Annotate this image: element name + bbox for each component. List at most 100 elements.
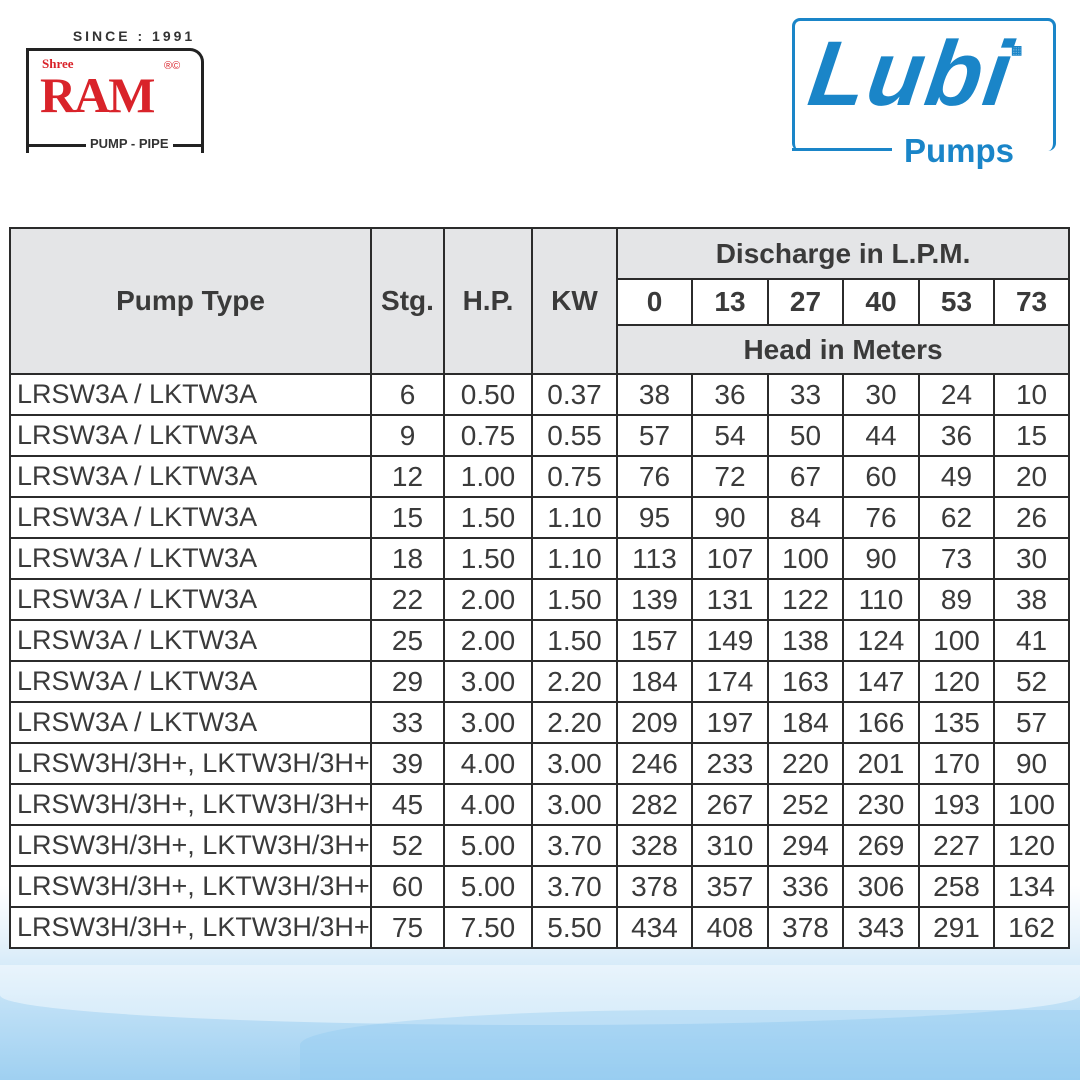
cell-pump-type: LRSW3A / LKTW3A	[9, 578, 372, 621]
cell-pump-type: LRSW3A / LKTW3A	[9, 455, 372, 498]
cell-stages: 45	[370, 783, 445, 826]
cell-head-53: 49	[918, 455, 995, 498]
cell-pump-type: LRSW3A / LKTW3A	[9, 660, 372, 703]
cell-head-0: 113	[616, 537, 693, 580]
cell-pump-type: LRSW3H/3H+, LKTW3H/3H+	[9, 865, 372, 908]
cell-head-73: 30	[992, 537, 1071, 580]
cell-head-0: 209	[616, 701, 693, 744]
cell-head-53: 62	[918, 496, 995, 539]
cell-head-40: 110	[842, 578, 920, 621]
cell-head-53: 89	[918, 578, 995, 621]
cell-pump-type: LRSW3H/3H+, LKTW3H/3H+	[9, 906, 372, 949]
cell-stages: 15	[370, 496, 445, 539]
header-lpm-27: 27	[767, 278, 844, 326]
table-row: LRSW3A / LKTW3A 15 1.50 1.10 95 90 84 76 62 26	[9, 496, 1071, 539]
ram-wordmark: RAM	[40, 67, 155, 123]
header-discharge: Discharge in L.P.M.	[615, 227, 1071, 280]
header-lpm-13: 13	[691, 278, 769, 326]
logo-frame	[792, 18, 1056, 151]
cell-stages: 25	[370, 619, 445, 662]
cell-head-40: 44	[842, 414, 920, 457]
table-row: LRSW3A / LKTW3A 29 3.00 2.20 184 174 163 147 120…	[9, 660, 1071, 703]
table-row: LRSW3H/3H+, LKTW3H/3H+ 60 5.00 3.70 378 357 33…	[9, 865, 1071, 908]
cell-head-53: 291	[918, 906, 995, 949]
cell-head-53: 170	[918, 742, 995, 785]
header-lpm-73: 73	[992, 278, 1071, 326]
table-row: LRSW3A / LKTW3A 12 1.00 0.75 76 72 67 60 49 20	[9, 455, 1071, 498]
cell-head-40: 230	[842, 783, 920, 826]
shree-text: Shree	[42, 56, 74, 71]
cell-head-27: 220	[767, 742, 844, 785]
cell-hp: 5.00	[443, 865, 533, 908]
cell-head-53: 24	[918, 373, 995, 416]
cell-head-73: 120	[992, 824, 1071, 867]
cell-stages: 6	[370, 373, 445, 416]
cell-head-13: 72	[691, 455, 769, 498]
cell-head-13: 131	[691, 578, 769, 621]
cell-hp: 1.00	[443, 455, 533, 498]
cell-kw: 1.10	[531, 496, 618, 539]
cell-kw: 2.20	[531, 701, 618, 744]
cell-hp: 5.00	[443, 824, 533, 867]
cell-head-73: 162	[992, 906, 1071, 949]
cell-head-13: 408	[691, 906, 769, 949]
cell-head-73: 41	[992, 619, 1071, 662]
cell-kw: 2.20	[531, 660, 618, 703]
table-row: LRSW3A / LKTW3A 33 3.00 2.20 209 197 184 166 135…	[9, 701, 1071, 744]
table-row: LRSW3H/3H+, LKTW3H/3H+ 45 4.00 3.00 282 267 25…	[9, 783, 1071, 826]
cell-head-40: 147	[842, 660, 920, 703]
cell-head-40: 90	[842, 537, 920, 580]
cell-head-40: 306	[842, 865, 920, 908]
cell-head-27: 67	[767, 455, 844, 498]
cell-head-27: 378	[767, 906, 844, 949]
cell-pump-type: LRSW3A / LKTW3A	[9, 496, 372, 539]
background-wave	[0, 965, 1080, 1025]
cell-hp: 3.00	[443, 660, 533, 703]
cell-head-0: 378	[616, 865, 693, 908]
cell-kw: 5.50	[531, 906, 618, 949]
cell-head-13: 36	[691, 373, 769, 416]
cell-head-0: 328	[616, 824, 693, 867]
cell-stages: 29	[370, 660, 445, 703]
ram-tagline: PUMP - PIPE	[86, 136, 173, 151]
cell-head-13: 197	[691, 701, 769, 744]
cell-stages: 22	[370, 578, 445, 621]
logo-frame	[26, 48, 204, 153]
cell-head-40: 60	[842, 455, 920, 498]
cell-head-27: 294	[767, 824, 844, 867]
cell-head-53: 36	[918, 414, 995, 457]
cell-head-53: 120	[918, 660, 995, 703]
cell-head-13: 267	[691, 783, 769, 826]
cell-stages: 12	[370, 455, 445, 498]
cell-head-27: 138	[767, 619, 844, 662]
cell-kw: 0.75	[531, 455, 618, 498]
header-lpm-40: 40	[842, 278, 920, 326]
cell-head-53: 258	[918, 865, 995, 908]
cell-pump-type: LRSW3A / LKTW3A	[9, 537, 372, 580]
cell-kw: 0.37	[531, 373, 618, 416]
cell-hp: 1.50	[443, 537, 533, 580]
registered-mark: ®©	[164, 60, 181, 72]
cell-head-73: 57	[992, 701, 1071, 744]
cell-head-73: 15	[992, 414, 1071, 457]
cell-hp: 4.00	[443, 783, 533, 826]
cell-kw: 3.70	[531, 824, 618, 867]
cell-head-40: 269	[842, 824, 920, 867]
cell-stages: 39	[370, 742, 445, 785]
cell-head-0: 38	[616, 373, 693, 416]
cell-kw: 3.00	[531, 742, 618, 785]
cell-stages: 75	[370, 906, 445, 949]
cell-kw: 0.55	[531, 414, 618, 457]
cell-head-13: 310	[691, 824, 769, 867]
cell-stages: 18	[370, 537, 445, 580]
cell-head-27: 84	[767, 496, 844, 539]
cell-hp: 0.75	[443, 414, 533, 457]
cell-kw: 1.50	[531, 578, 618, 621]
cell-pump-type: LRSW3H/3H+, LKTW3H/3H+	[9, 783, 372, 826]
cell-pump-type: LRSW3H/3H+, LKTW3H/3H+	[9, 824, 372, 867]
cell-head-40: 30	[842, 373, 920, 416]
table-row: LRSW3H/3H+, LKTW3H/3H+ 52 5.00 3.70 328 310 29…	[9, 824, 1071, 867]
cell-head-0: 76	[616, 455, 693, 498]
cell-pump-type: LRSW3A / LKTW3A	[9, 414, 372, 457]
cell-head-13: 149	[691, 619, 769, 662]
